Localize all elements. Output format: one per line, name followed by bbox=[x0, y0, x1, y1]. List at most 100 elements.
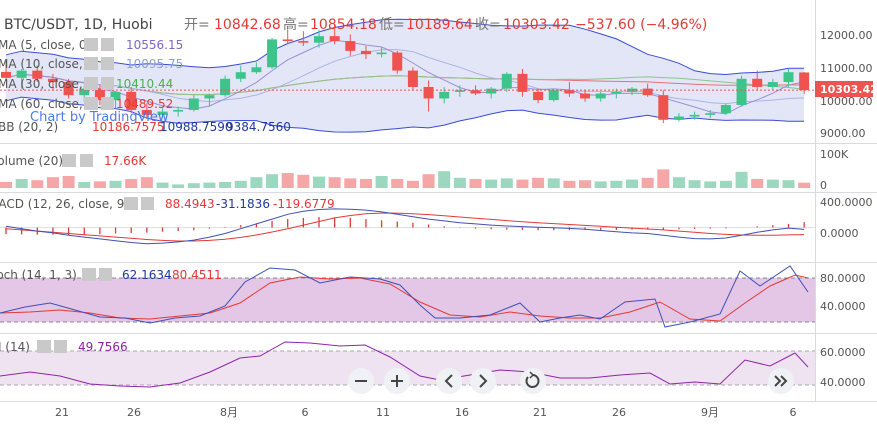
bb-upper-value: 10988.7590 bbox=[160, 120, 233, 134]
close-icon[interactable] bbox=[141, 197, 154, 210]
macd-hist-value: 88.4943 bbox=[165, 197, 215, 211]
rsi-value: 49.7566 bbox=[78, 340, 128, 354]
ma60-legend[interactable]: MA (60, close, 0) 10489.52 bbox=[0, 97, 173, 111]
candle bbox=[470, 85, 481, 96]
candle-body bbox=[720, 105, 731, 114]
close-icon[interactable] bbox=[101, 38, 114, 51]
time-tick: 21 bbox=[533, 406, 547, 419]
time-tick: 26 bbox=[127, 406, 141, 419]
candle-body bbox=[360, 50, 371, 55]
candle-body bbox=[454, 90, 465, 92]
candle-body bbox=[548, 90, 559, 101]
ma10-label: MA (10, close, 0) bbox=[0, 57, 99, 71]
close-icon[interactable] bbox=[101, 57, 114, 70]
candle-body bbox=[204, 95, 215, 99]
volume-pane[interactable] bbox=[0, 169, 811, 188]
candle bbox=[595, 91, 606, 102]
scroll-left-button[interactable] bbox=[436, 368, 462, 394]
reset-chart-button[interactable] bbox=[520, 368, 546, 394]
candle bbox=[658, 90, 669, 124]
settings-icon[interactable] bbox=[84, 77, 98, 90]
candle bbox=[548, 88, 559, 102]
settings-icon[interactable] bbox=[84, 57, 98, 70]
settings-icon[interactable] bbox=[62, 154, 76, 167]
scroll-to-realtime-button[interactable] bbox=[768, 368, 794, 394]
rsi-line bbox=[0, 341, 809, 388]
close-icon[interactable] bbox=[101, 77, 114, 90]
close-value: 10303.42 bbox=[503, 17, 570, 33]
zoom-in-button[interactable] bbox=[384, 368, 410, 394]
macd-line bbox=[5, 208, 805, 245]
close-icon[interactable] bbox=[99, 268, 112, 281]
ma5-legend[interactable]: MA (5, close, 0) 10556.15 bbox=[0, 38, 183, 52]
close-icon[interactable] bbox=[80, 154, 93, 167]
close-icon[interactable] bbox=[101, 97, 114, 110]
candle-body bbox=[267, 39, 278, 68]
volume-bar bbox=[532, 177, 545, 188]
time-tick: 16 bbox=[455, 406, 469, 419]
candle bbox=[16, 68, 27, 89]
settings-icon[interactable] bbox=[82, 268, 96, 281]
volume-bar bbox=[266, 174, 279, 188]
macd-legend[interactable]: MACD (12, 26, close, 9) 88.4943 -31.1836… bbox=[0, 197, 335, 211]
volume-bar bbox=[751, 179, 764, 188]
candle-body bbox=[658, 95, 669, 120]
candle-body bbox=[63, 82, 74, 96]
settings-icon[interactable] bbox=[124, 197, 138, 210]
volume-bar bbox=[719, 180, 732, 188]
volume-bar bbox=[469, 179, 482, 188]
ma30-label: MA (30, close, 0) bbox=[0, 77, 99, 91]
candle bbox=[360, 45, 371, 60]
time-tick: 9月 bbox=[701, 406, 719, 419]
candle-body bbox=[16, 70, 27, 78]
bb-legend[interactable]: BB (20, 2) 10186.7575 10988.7590 9384.75… bbox=[0, 120, 291, 134]
scroll-right-button[interactable] bbox=[470, 368, 496, 394]
settings-icon[interactable] bbox=[84, 38, 98, 51]
candle bbox=[783, 68, 794, 87]
volume-bar bbox=[735, 171, 748, 188]
stoch-d-value: 80.4511 bbox=[172, 268, 222, 282]
rsi-legend[interactable]: RSI (14) 49.7566 bbox=[0, 340, 128, 354]
volume-bar bbox=[328, 177, 341, 188]
candle bbox=[47, 73, 58, 91]
pane-frame bbox=[0, 0, 877, 402]
volume-bar bbox=[172, 184, 185, 188]
volume-bar bbox=[422, 174, 435, 188]
volume-legend[interactable]: Volume (20) 17.66K bbox=[0, 154, 147, 168]
candle bbox=[705, 109, 716, 119]
candle-body bbox=[251, 67, 262, 73]
settings-icon[interactable] bbox=[84, 97, 98, 110]
volume-bar bbox=[704, 181, 717, 188]
volume-bar bbox=[438, 171, 451, 188]
price-pane[interactable] bbox=[0, 18, 815, 133]
candle-body bbox=[345, 41, 356, 51]
ma5-value: 10556.15 bbox=[126, 38, 183, 52]
symbol-title[interactable]: BTC/USDT, 1D, Huobi bbox=[4, 17, 153, 33]
volume-tick-100k: 100K bbox=[820, 148, 849, 161]
stoch-legend[interactable]: Stoch (14, 1, 3) 62.1634 80.4511 bbox=[0, 268, 222, 282]
close-icon[interactable] bbox=[54, 340, 67, 353]
volume-bar bbox=[547, 178, 560, 188]
candle-body bbox=[611, 91, 622, 94]
ma10-legend[interactable]: MA (10, close, 0) 10095.75 bbox=[0, 57, 183, 71]
volume-bar bbox=[453, 177, 466, 188]
zoom-out-button[interactable] bbox=[348, 368, 374, 394]
volume-label: Volume (20) bbox=[0, 154, 63, 168]
ma30-legend[interactable]: MA (30, close, 0) 10410.44 bbox=[0, 77, 173, 91]
chevron-left-icon bbox=[444, 374, 453, 388]
candle-body bbox=[533, 91, 544, 101]
candle-body bbox=[642, 88, 653, 96]
volume-bar bbox=[93, 181, 106, 188]
macd-pane[interactable] bbox=[0, 208, 815, 245]
candle bbox=[110, 91, 121, 109]
macd-label: MACD (12, 26, close, 9) bbox=[0, 197, 129, 211]
volume-bar bbox=[594, 181, 607, 188]
candle-body bbox=[595, 93, 606, 99]
settings-icon[interactable] bbox=[37, 340, 51, 353]
candle-body bbox=[580, 93, 591, 99]
stochastic-pane[interactable] bbox=[0, 265, 815, 328]
candle bbox=[204, 93, 215, 107]
tradingview-watermark[interactable]: Chart by TradingView bbox=[30, 110, 169, 125]
price-tick-12000: 12000.00 bbox=[820, 29, 873, 42]
volume-bar bbox=[250, 177, 263, 188]
